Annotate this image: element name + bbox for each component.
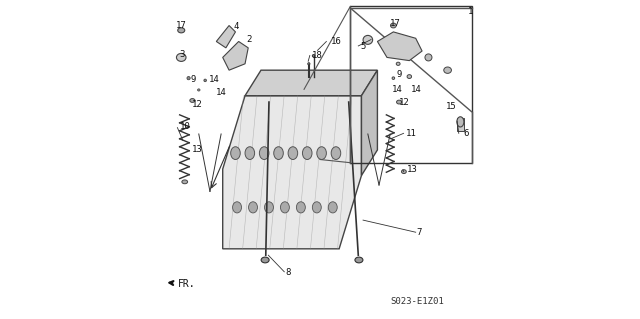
Text: 14: 14 [392,85,403,94]
Text: 5: 5 [361,42,366,51]
Text: 10: 10 [180,122,190,130]
Ellipse shape [331,147,340,160]
Bar [350,6,472,163]
Polygon shape [378,32,422,61]
Text: 17: 17 [176,21,187,30]
Text: 14: 14 [216,88,227,97]
Ellipse shape [230,147,240,160]
Text: 11: 11 [406,129,417,138]
Ellipse shape [397,100,402,104]
Ellipse shape [396,62,400,65]
Polygon shape [362,70,378,175]
Text: 12: 12 [399,98,409,107]
Text: 3: 3 [180,50,185,59]
Text: 7: 7 [417,228,422,237]
Ellipse shape [328,202,337,213]
Ellipse shape [401,170,406,174]
Ellipse shape [308,63,310,65]
Text: 13: 13 [191,145,202,154]
Text: 1: 1 [468,7,473,16]
Ellipse shape [355,257,363,263]
Ellipse shape [317,147,326,160]
Text: S023-E1Z01: S023-E1Z01 [390,297,444,306]
Ellipse shape [303,147,312,160]
Polygon shape [223,41,248,70]
Ellipse shape [204,79,207,82]
Ellipse shape [187,77,190,80]
Ellipse shape [245,147,255,160]
Ellipse shape [392,77,395,79]
Ellipse shape [264,202,273,213]
Ellipse shape [280,202,289,213]
Polygon shape [245,70,378,96]
Ellipse shape [425,54,432,61]
Ellipse shape [274,147,284,160]
Ellipse shape [296,202,305,213]
Text: 8: 8 [285,268,291,277]
Ellipse shape [363,35,372,44]
Ellipse shape [198,89,200,91]
Ellipse shape [261,257,269,263]
Ellipse shape [190,99,195,102]
Ellipse shape [407,75,412,78]
Text: 9: 9 [397,70,402,79]
Ellipse shape [444,67,451,73]
Text: 6: 6 [463,130,468,138]
Ellipse shape [390,23,396,28]
Ellipse shape [259,147,269,160]
Ellipse shape [248,202,257,213]
Text: 16: 16 [331,37,342,46]
Ellipse shape [182,180,188,184]
Bar [456,118,464,131]
Ellipse shape [457,117,464,127]
Ellipse shape [232,202,241,213]
Polygon shape [223,96,362,249]
Text: 18: 18 [312,51,322,60]
Text: 14: 14 [411,85,422,94]
Text: 17: 17 [390,19,401,28]
Text: 14: 14 [209,75,220,84]
Text: 13: 13 [407,165,418,174]
Ellipse shape [312,55,315,57]
Text: 4: 4 [233,22,239,31]
Text: FR.: FR. [170,279,196,289]
Text: 9: 9 [191,75,196,84]
Text: 2: 2 [246,35,252,44]
Ellipse shape [288,147,298,160]
Text: 15: 15 [445,102,456,111]
Ellipse shape [178,28,185,33]
Ellipse shape [177,54,186,62]
Text: 12: 12 [191,100,202,109]
Polygon shape [216,26,236,48]
Ellipse shape [312,202,321,213]
